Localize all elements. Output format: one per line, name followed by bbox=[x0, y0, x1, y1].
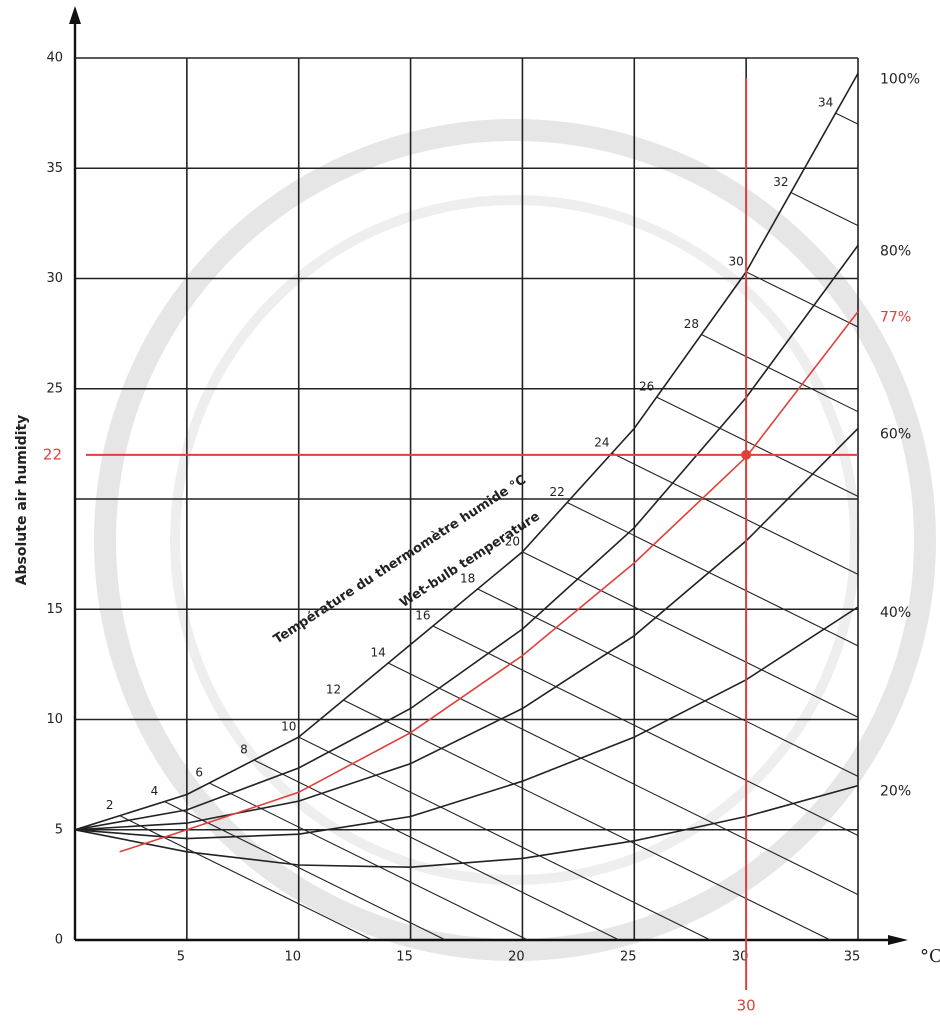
x-axis-unit: °C bbox=[920, 946, 940, 967]
wet-bulb-line bbox=[567, 503, 858, 646]
wet-bulb-line bbox=[701, 335, 858, 412]
y-tick-label: 30 bbox=[46, 271, 63, 286]
wet-bulb-line bbox=[343, 700, 830, 940]
wet-bulb-label: 24 bbox=[594, 436, 609, 450]
wet-bulb-label: 18 bbox=[460, 571, 475, 585]
rh-curve bbox=[120, 312, 858, 852]
wet-bulb-label: 22 bbox=[550, 485, 565, 499]
wet-bulb-label: 6 bbox=[195, 766, 203, 780]
rh-label: 20% bbox=[880, 784, 911, 800]
reading-point bbox=[741, 450, 751, 460]
rh-label: 100% bbox=[880, 71, 920, 87]
wet-bulb-label: 2 bbox=[106, 798, 114, 812]
wet-bulb-label: 20 bbox=[505, 534, 520, 548]
wet-bulb-label: 30 bbox=[729, 254, 744, 268]
wet-bulb-label: 32 bbox=[773, 175, 788, 189]
y-tick-label: 40 bbox=[46, 51, 63, 66]
x-tick-label: 15 bbox=[396, 950, 413, 965]
reading-x-label: 30 bbox=[737, 997, 756, 1015]
y-tick-label: 35 bbox=[46, 161, 63, 176]
y-tick-label: 0 bbox=[55, 933, 63, 948]
wet-bulb-line bbox=[164, 802, 445, 940]
rh-label: 80% bbox=[880, 243, 911, 259]
chart: Absolute air humidity °C Température du … bbox=[0, 0, 940, 1026]
wet-bulb-label: 8 bbox=[240, 743, 248, 757]
x-tick-label: 25 bbox=[620, 950, 637, 965]
x-tick-label: 5 bbox=[177, 950, 185, 965]
x-tick-label: 20 bbox=[508, 950, 525, 965]
wet-bulb-label: 34 bbox=[818, 96, 833, 110]
wet-bulb-label: 14 bbox=[371, 646, 386, 660]
y-tick-label: 10 bbox=[46, 712, 63, 727]
wet-bulb-label: 12 bbox=[326, 683, 341, 697]
rh-curve bbox=[75, 245, 858, 829]
y-tick-label: 25 bbox=[46, 381, 63, 396]
rh-label: 77% bbox=[880, 310, 911, 326]
wet-bulb-line bbox=[791, 193, 858, 226]
wet-bulb-line bbox=[612, 453, 858, 574]
wet-bulb-line bbox=[836, 113, 858, 124]
wet-bulb-label: 28 bbox=[684, 317, 699, 331]
rh-curve bbox=[75, 428, 858, 829]
y-tick-label: 15 bbox=[46, 602, 63, 617]
x-axis-arrow bbox=[888, 935, 908, 945]
x-tick-label: 10 bbox=[284, 950, 301, 965]
wet-bulb-label: 16 bbox=[415, 609, 430, 623]
wet-bulb-label: 10 bbox=[281, 720, 296, 734]
y-axis-label: Absolute air humidity bbox=[14, 415, 30, 586]
x-tick-label: 35 bbox=[844, 950, 861, 965]
wet-bulb-label: 4 bbox=[151, 784, 159, 798]
rh-label: 40% bbox=[880, 605, 911, 621]
wet-bulb-line bbox=[522, 552, 858, 717]
reading-y-label: 22 bbox=[43, 445, 62, 463]
wet-bulb-label: 26 bbox=[639, 380, 654, 394]
y-axis-arrow bbox=[69, 6, 81, 24]
rh-label: 60% bbox=[880, 426, 911, 442]
wet-bulb-line bbox=[120, 816, 372, 940]
y-tick-label: 5 bbox=[55, 822, 63, 837]
